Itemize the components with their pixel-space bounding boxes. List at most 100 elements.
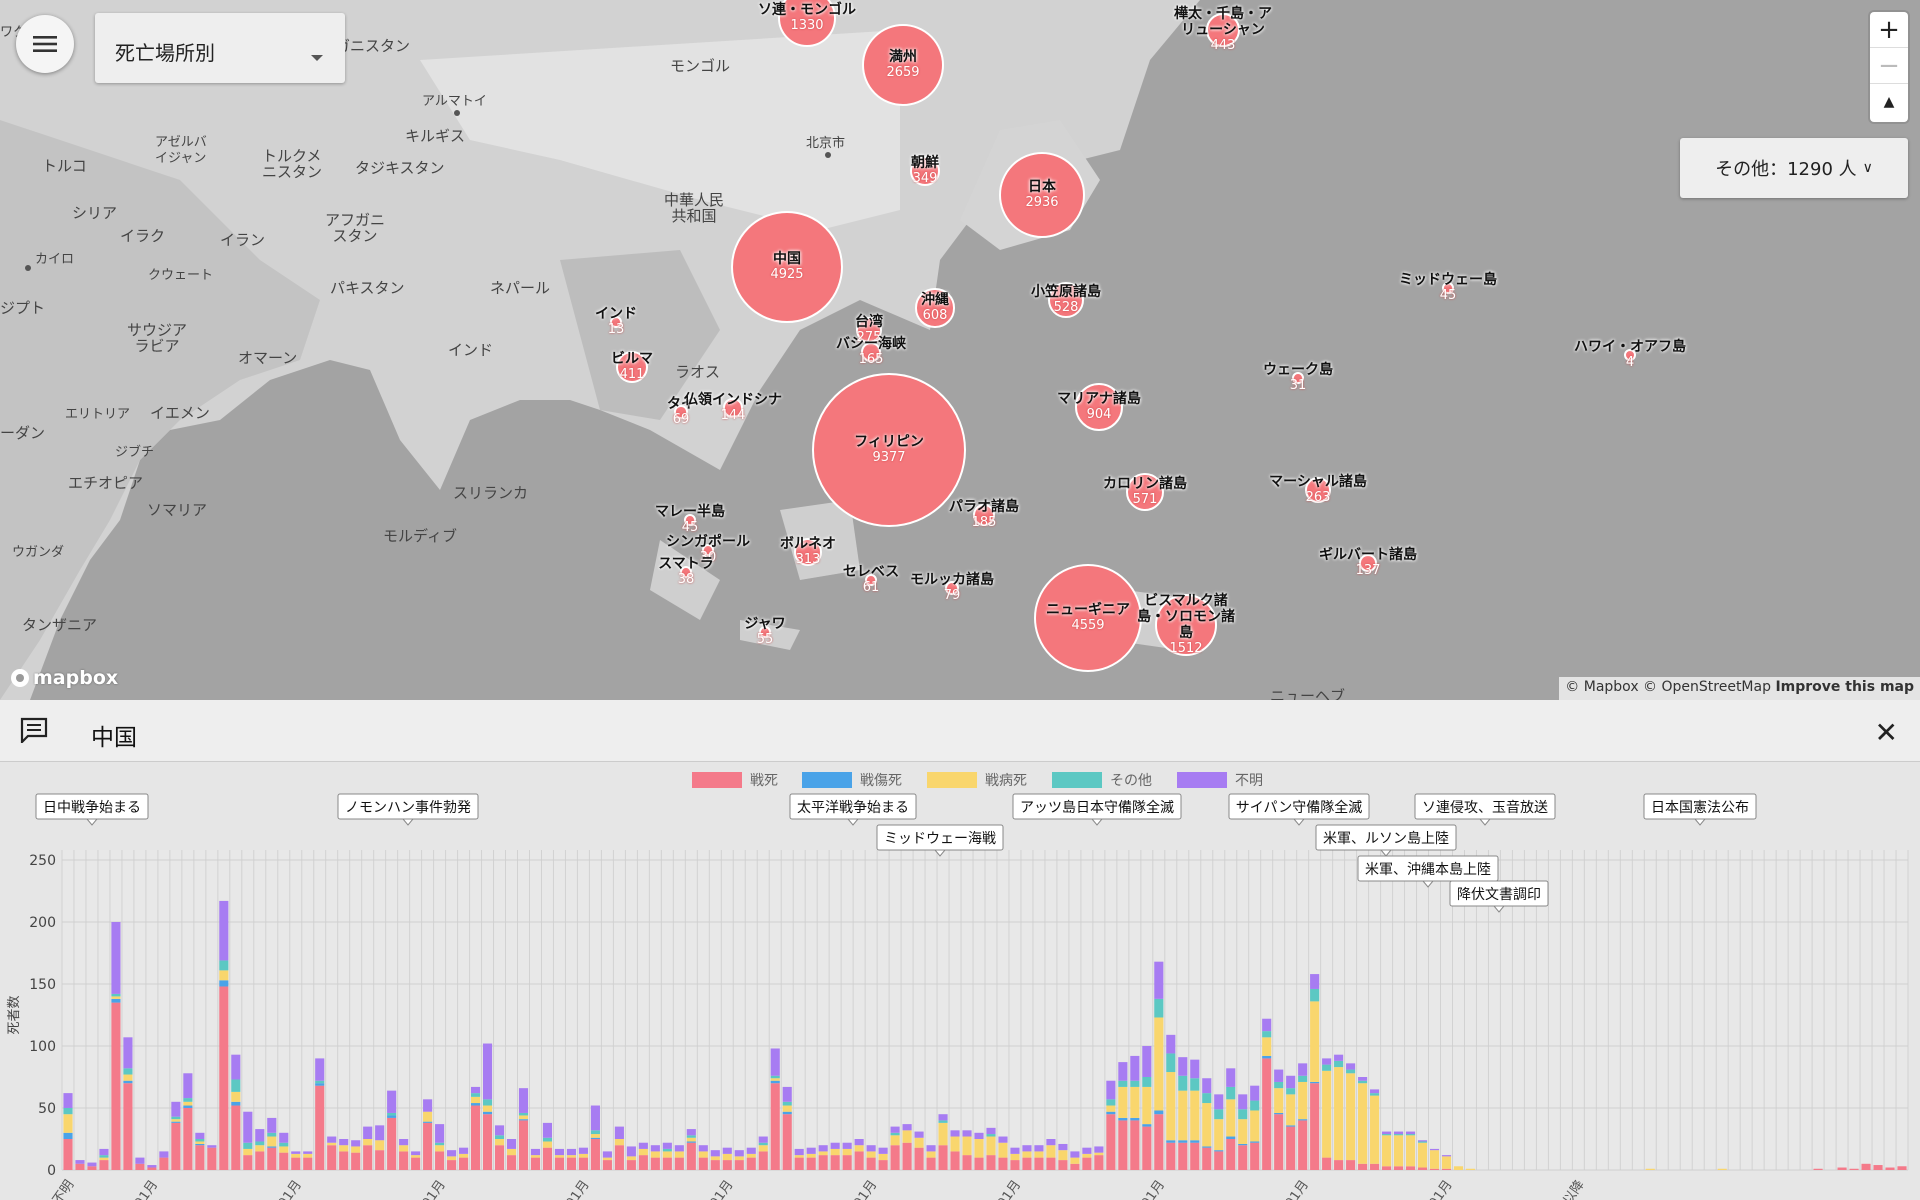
x-tick-label: 不明 [50, 1178, 77, 1200]
bar-segment [207, 1147, 217, 1170]
bar-segment [159, 1157, 169, 1170]
bubble-marker[interactable] [680, 566, 692, 578]
bar-segment [1202, 1147, 1212, 1170]
close-icon[interactable]: ✕ [1874, 716, 1898, 749]
bar-segment [99, 1157, 109, 1161]
bar-segment [1118, 1080, 1128, 1087]
bubble-marker[interactable] [674, 405, 688, 419]
event-annotation-label: ソ連侵攻、玉音放送 [1422, 799, 1548, 816]
zoom-in-button[interactable]: + [1870, 12, 1908, 48]
bubble-marker[interactable] [1442, 282, 1454, 294]
bubble-marker[interactable] [759, 626, 771, 638]
filter-label: 死亡場所別 [115, 41, 215, 65]
zoom-out-button[interactable]: − [1870, 48, 1908, 84]
bubble-marker[interactable] [864, 573, 878, 587]
event-annotation-label: 日本国憲法公布 [1651, 799, 1749, 816]
bubble-marker[interactable] [998, 151, 1086, 239]
bubble-marker[interactable] [1125, 472, 1165, 512]
bar-segment [962, 1130, 972, 1137]
bubble-marker[interactable] [1624, 349, 1636, 361]
improve-map-link[interactable]: Improve this map [1775, 679, 1914, 695]
bar-segment [794, 1157, 804, 1170]
bubble-marker[interactable] [811, 372, 967, 528]
bar-segment [578, 1157, 588, 1170]
bar-segment [1118, 1086, 1128, 1118]
attribution-text[interactable]: © Mapbox © OpenStreetMap [1565, 679, 1771, 695]
death-place-filter-select[interactable]: 死亡場所別 [95, 13, 345, 83]
bar-segment [662, 1142, 672, 1149]
bar-segment [758, 1136, 768, 1143]
bar-segment [111, 998, 121, 1003]
bar-segment [447, 1150, 457, 1157]
bubble-marker[interactable] [860, 341, 882, 363]
bubble-marker[interactable] [610, 316, 622, 328]
bar-segment [255, 1129, 265, 1142]
bar-segment [1358, 1080, 1368, 1084]
bar-segment [1286, 1094, 1296, 1126]
bubble-marker[interactable] [1292, 372, 1304, 384]
bar-segment [1346, 1160, 1356, 1170]
bar-segment [159, 1151, 169, 1158]
bar-segment [1429, 1148, 1440, 1151]
comment-icon[interactable] [20, 717, 48, 743]
bubble-marker[interactable] [973, 504, 995, 526]
bubble-marker[interactable] [1206, 13, 1240, 47]
bubble-marker[interactable] [1074, 382, 1124, 432]
bubble-marker[interactable] [615, 350, 649, 384]
menu-button[interactable] [16, 15, 74, 73]
bubble-marker[interactable] [1047, 281, 1085, 319]
bubble-marker[interactable] [1033, 563, 1142, 672]
place-label: ウガンダ [12, 545, 65, 560]
bar-segment [494, 1139, 505, 1146]
bubble-marker[interactable] [702, 544, 714, 556]
bubble-marker[interactable] [793, 537, 823, 567]
bubble-marker[interactable] [944, 580, 960, 596]
bar-segment [482, 1114, 493, 1170]
bar-segment [123, 1080, 133, 1084]
bar-segment [914, 1147, 924, 1170]
compass-reset-button[interactable]: ▲ [1883, 94, 1895, 110]
y-tick-label: 0 [47, 1163, 56, 1179]
bar-segment [1382, 1135, 1392, 1167]
bubble-marker[interactable] [684, 514, 696, 526]
y-tick-label: 100 [29, 1039, 56, 1055]
map-view[interactable]: ガニスタン モンゴル アルマトイ キルギス 北京市 アゼルバイジャン トルクメニ… [0, 0, 1920, 700]
bubble-marker[interactable] [910, 156, 940, 186]
bar-segment [494, 1145, 505, 1170]
bubble-marker[interactable] [1305, 477, 1331, 503]
bar-segment [1334, 1060, 1344, 1068]
bar-segment [482, 1105, 493, 1112]
bubble-marker[interactable] [777, 0, 837, 48]
bubble-marker[interactable] [861, 23, 945, 107]
bar-segment [1262, 1031, 1272, 1038]
place-label: ジブチ [115, 445, 155, 460]
bar-segment [830, 1148, 840, 1156]
bubble-marker[interactable] [730, 210, 844, 324]
bubble-marker[interactable] [915, 288, 955, 328]
mapbox-logo[interactable]: mapbox [10, 667, 118, 689]
bar-segment [1226, 1136, 1236, 1139]
bar-segment [255, 1151, 265, 1170]
bar-segment [459, 1153, 469, 1158]
bar-segment [506, 1155, 517, 1170]
deaths-chart: 050100150200250死者数戦死戦傷死戦病死その他不明不明1938年01… [7, 772, 1909, 1200]
bar-segment [219, 960, 229, 971]
other-count-button[interactable]: その他：1290 人 ∨ [1680, 138, 1908, 198]
bar-segment [1154, 1114, 1164, 1170]
x-tick-label: 1946年01月 [1256, 1178, 1312, 1200]
bar-segment [1142, 1077, 1152, 1087]
bar-segment [399, 1139, 409, 1146]
bubble-marker[interactable] [1358, 553, 1378, 573]
bar-segment [183, 1101, 193, 1106]
map-basemap [0, 0, 1200, 700]
bar-segment [1022, 1151, 1032, 1158]
place-label: キルギス [405, 127, 466, 145]
legend-swatch [692, 772, 742, 788]
bubble-marker[interactable] [723, 398, 743, 418]
bar-segment [1250, 1085, 1260, 1101]
bar-segment [375, 1125, 385, 1141]
bar-segment [231, 1105, 241, 1170]
bar-segment [1370, 1093, 1380, 1096]
bar-segment [1417, 1141, 1428, 1143]
bubble-marker[interactable] [1154, 593, 1218, 657]
